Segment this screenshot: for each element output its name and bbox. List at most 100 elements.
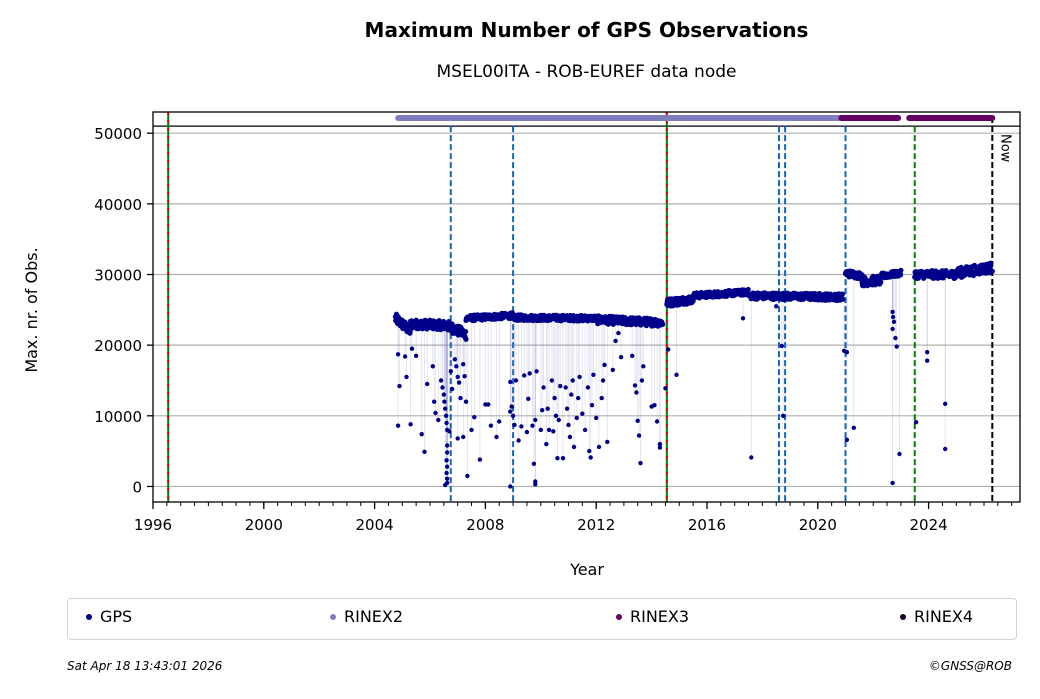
timestamp: Sat Apr 18 13:43:01 2026 (67, 659, 223, 673)
gps-outlier-point (580, 411, 585, 416)
gps-outlier-point (465, 473, 470, 479)
gps-outlier-point (555, 456, 560, 461)
gps-outlier-point (447, 429, 452, 434)
gps-outlier-point (422, 449, 427, 454)
legend-label: GPS (100, 607, 133, 626)
gps-outlier-point (486, 402, 491, 407)
gps-outlier-point (585, 385, 591, 390)
x-tick-label: 2000 (245, 516, 283, 534)
gps-point (463, 329, 469, 335)
x-tick-label: 2020 (799, 516, 837, 534)
gps-outlier-point (461, 362, 466, 367)
legend-item-rinex3: RINEX3 (616, 607, 689, 626)
gps-outlier-point (509, 404, 514, 409)
gps-point (988, 260, 994, 266)
gps-outlier-point (443, 406, 448, 411)
gps-outlier-point (516, 438, 521, 443)
gps-outlier-point (552, 395, 557, 401)
gps-outlier-point (567, 434, 573, 440)
gps-outlier-point (566, 422, 571, 428)
gps-outlier-point (408, 422, 413, 427)
gps-point (897, 272, 904, 278)
x-axis-label: Year (569, 560, 604, 579)
gps-outlier-point (413, 353, 419, 358)
legend-item-rinex4: RINEX4 (900, 607, 973, 626)
gps-outlier-point (596, 444, 602, 450)
gps-outlier-point (519, 424, 524, 429)
gps-outlier-point (630, 353, 635, 358)
gps-outlier-point (443, 482, 448, 488)
gps-outlier-point (477, 457, 483, 462)
gps-outlier-point (445, 476, 450, 481)
rinex3-marker-icon (616, 613, 622, 620)
gps-outlier-point (454, 364, 459, 369)
gps-outlier-point (589, 403, 595, 408)
gps-point (878, 279, 884, 285)
gps-outlier-point (522, 373, 527, 378)
x-tick-label: 2016 (688, 516, 726, 534)
gps-outlier-point (545, 406, 550, 411)
gps-outlier-point (634, 390, 639, 395)
gps-outlier-point (425, 381, 430, 387)
x-tick-label: 2012 (577, 516, 615, 534)
gps-outlier-point (577, 374, 582, 380)
y-tick-label: 40000 (94, 196, 142, 214)
gps-outlier-point (781, 413, 786, 418)
x-tick-label: 1996 (134, 516, 172, 534)
gps-outlier-point (444, 470, 449, 476)
gps-outlier-point (432, 399, 437, 404)
gps-outlier-point (666, 347, 671, 352)
gps-outlier-point (632, 383, 638, 388)
gps-outlier-point (894, 344, 899, 349)
gps-outlier-point (891, 319, 897, 324)
y-axis-label: Max. nr. of Obs. (22, 247, 41, 372)
x-tick-label: 2004 (356, 516, 394, 534)
gps-outlier-point (636, 433, 642, 438)
gps-outlier-point (442, 399, 447, 404)
gps-outlier-point (455, 436, 460, 441)
gps-outlier-point (551, 429, 556, 434)
plot-frame (152, 111, 1021, 503)
y-tick-label: 30000 (94, 267, 142, 285)
gps-outlier-point (524, 429, 530, 435)
gps-point (660, 321, 666, 327)
gps-outlier-point (774, 304, 779, 309)
rinex4-marker-icon (900, 613, 906, 620)
gps-outlier-point (560, 456, 566, 461)
gps-outlier-point (419, 432, 424, 437)
legend-label: RINEX2 (344, 607, 404, 626)
gps-outlier-point (893, 335, 898, 341)
gps-outlier-point (851, 425, 856, 430)
gps-outlier-point (533, 417, 538, 423)
gps-outlier-point (463, 399, 469, 404)
gps-outlier-point (510, 413, 516, 418)
gps-outlier-point (531, 461, 537, 466)
gps-outlier-point (458, 395, 463, 401)
gps-outlier-point (450, 386, 455, 392)
gps-outlier-point (605, 439, 610, 445)
y-tick-label: 50000 (94, 125, 142, 143)
gps-point (407, 328, 413, 334)
gps-outlier-point (444, 458, 449, 463)
gps-outlier-point (558, 383, 563, 389)
legend: GPS RINEX2 RINEX3 RINEX4 (67, 598, 1017, 640)
gps-outlier-point (541, 385, 546, 390)
gps-outlier-point (654, 419, 660, 424)
gps-outlier-point (618, 355, 624, 360)
gps-outlier-point (445, 464, 450, 469)
gps-outlier-point (430, 364, 435, 369)
gps-outlier-point (452, 357, 458, 362)
gps-outlier-point (534, 369, 539, 374)
gps-outlier-point (440, 385, 445, 390)
x-tick-label: 2024 (909, 516, 947, 534)
gps-outlier-point (663, 386, 668, 391)
gps-outlier-point (844, 350, 850, 355)
gps-outlier-point (588, 455, 593, 460)
legend-item-rinex2: RINEX2 (330, 607, 403, 626)
gps-outlier-point (569, 392, 574, 397)
gps-outlier-point (395, 352, 401, 357)
gps-point (989, 268, 995, 274)
gps-outlier-point (513, 378, 519, 383)
gps-outlier-point (610, 367, 615, 373)
